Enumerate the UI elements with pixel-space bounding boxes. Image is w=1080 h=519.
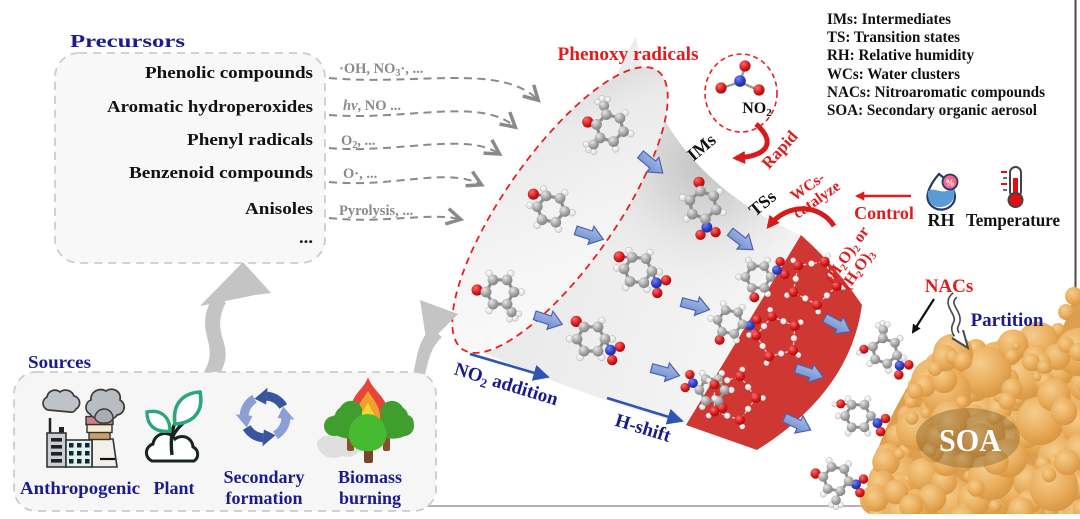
svg-text:SOA: Secondary organic aerosol: SOA: Secondary organic aerosol bbox=[827, 102, 1038, 119]
svg-text:Plant: Plant bbox=[153, 478, 194, 498]
svg-text:Benzenoid compounds: Benzenoid compounds bbox=[129, 163, 313, 182]
svg-text:...: ... bbox=[299, 228, 313, 247]
svg-text:burning: burning bbox=[339, 488, 401, 508]
svg-text:Phenolic compounds: Phenolic compounds bbox=[145, 63, 313, 82]
svg-text:Partition: Partition bbox=[971, 310, 1044, 331]
svg-text:TS: Transition states: TS: Transition states bbox=[827, 29, 960, 46]
svg-text:Aromatic hydroperoxides: Aromatic hydroperoxides bbox=[107, 97, 313, 116]
svg-text:Pyrolysis, ...: Pyrolysis, ... bbox=[339, 203, 413, 219]
svg-text:O·, ...: O·, ... bbox=[343, 166, 377, 182]
svg-text:SOA: SOA bbox=[939, 422, 1001, 458]
svg-text:formation: formation bbox=[226, 488, 303, 508]
svg-text:O2, ...: O2, ... bbox=[341, 133, 375, 151]
svg-text:Anisoles: Anisoles bbox=[245, 199, 313, 218]
svg-text:Phenyl radicals: Phenyl radicals bbox=[187, 130, 313, 149]
svg-text:RH: RH bbox=[928, 210, 955, 230]
svg-text:Anthropogenic: Anthropogenic bbox=[20, 478, 140, 498]
svg-text:IMs: Intermediates: IMs: Intermediates bbox=[827, 11, 951, 28]
svg-text:Biomass: Biomass bbox=[338, 467, 402, 487]
svg-text:Precursors: Precursors bbox=[70, 31, 185, 51]
svg-text:hv, NO ...: hv, NO ... bbox=[343, 98, 401, 114]
svg-text:NACs: Nitroaromatic compounds: NACs: Nitroaromatic compounds bbox=[827, 84, 1045, 101]
svg-text:Secondary: Secondary bbox=[224, 467, 305, 487]
svg-text:·OH, NO3·, ...: ·OH, NO3·, ... bbox=[339, 61, 423, 79]
svg-text:Sources: Sources bbox=[28, 352, 91, 372]
svg-text:%: % bbox=[946, 178, 955, 188]
svg-text:NACs: NACs bbox=[925, 276, 974, 297]
svg-text:Phenoxy radicals: Phenoxy radicals bbox=[558, 44, 699, 65]
svg-text:Temperature: Temperature bbox=[966, 210, 1060, 230]
svg-text:Control: Control bbox=[854, 203, 914, 223]
svg-text:WCs: Water clusters: WCs: Water clusters bbox=[827, 66, 960, 83]
svg-text:RH: Relative humidity: RH: Relative humidity bbox=[827, 47, 974, 64]
